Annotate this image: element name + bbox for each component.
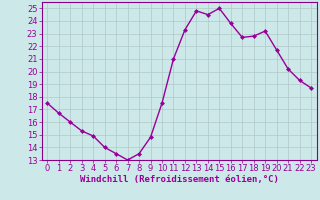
X-axis label: Windchill (Refroidissement éolien,°C): Windchill (Refroidissement éolien,°C)	[80, 175, 279, 184]
